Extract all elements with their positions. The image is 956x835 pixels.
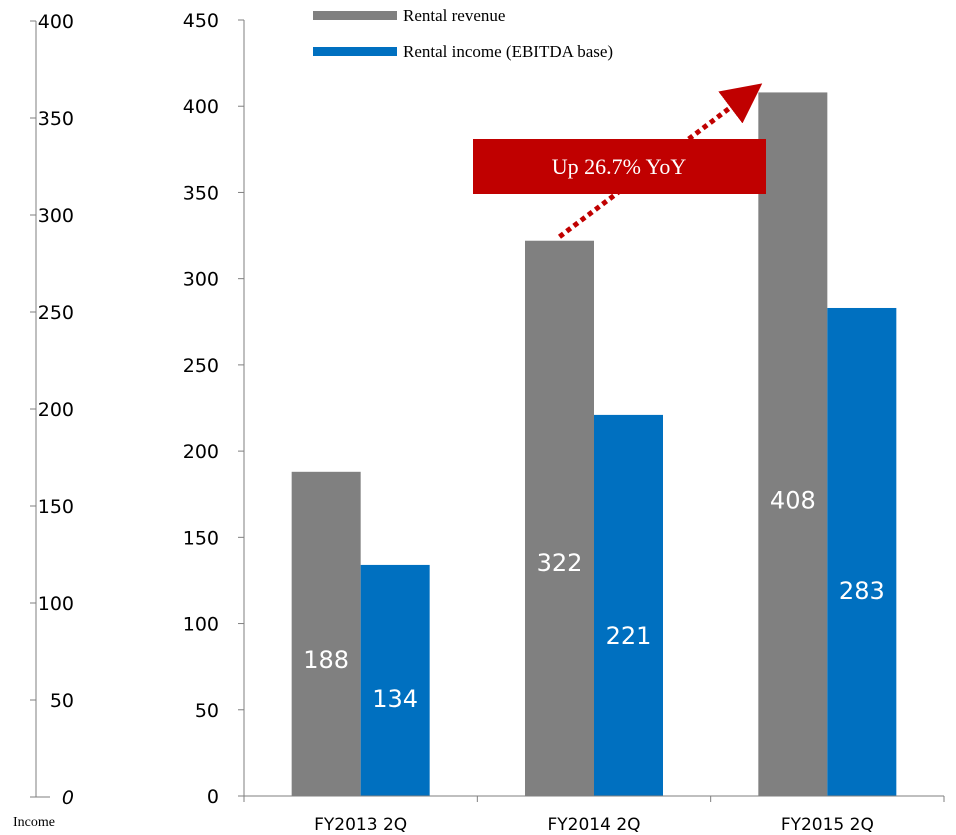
x-axis: FY2013 2Q FY2014 2Q FY2015 2Q <box>243 795 945 835</box>
bar <box>360 564 430 796</box>
primary-axis-tick-label: 350 <box>183 182 219 204</box>
bar-data-labels: 188 134 322 221 408 283 <box>303 486 884 712</box>
bar <box>594 414 663 796</box>
bar-data-label: 134 <box>372 685 418 713</box>
legend-swatch <box>313 11 397 20</box>
legend-swatch <box>313 47 397 56</box>
primary-axis-tick-label: 50 <box>195 700 219 722</box>
secondary-axis-tick-label: 50 <box>50 690 74 712</box>
legend: Rental revenue Rental income (EBITDA base… <box>313 6 613 61</box>
bar <box>525 240 594 796</box>
annotation-box <box>473 139 766 194</box>
primary-axis-tick-label: 300 <box>183 269 219 291</box>
primary-axis-tick-label: 400 <box>183 96 219 118</box>
primary-axis-tick-label: 200 <box>183 441 219 463</box>
bar-data-label: 188 <box>303 646 349 674</box>
secondary-axis-tick-label: 100 <box>38 593 74 615</box>
bar-series <box>291 92 897 797</box>
secondary-axis-tick-label: 350 <box>38 108 74 130</box>
bar <box>827 307 897 796</box>
x-axis-category-label: FY2013 2Q <box>314 815 407 835</box>
primary-axis-tick-label: 100 <box>183 614 219 636</box>
bar-data-label: 283 <box>839 577 885 605</box>
legend-entry: Rental revenue <box>403 6 505 25</box>
bar <box>758 92 828 797</box>
secondary-axis-label: Income <box>13 815 55 830</box>
secondary-axis-tick-label: 300 <box>38 205 74 227</box>
primary-axis-tick-label: 150 <box>183 527 219 549</box>
secondary-axis-tick-label: 250 <box>38 302 74 324</box>
x-axis-category-label: FY2014 2Q <box>547 815 640 835</box>
bar-data-label: 322 <box>537 549 583 577</box>
primary-y-axis: 0 50 100 150 200 250 300 350 400 450 <box>183 10 245 808</box>
bar <box>291 471 361 796</box>
primary-axis-tick-label: 0 <box>207 786 219 808</box>
secondary-axis-tick-label: 150 <box>38 496 74 518</box>
bar-data-label: 221 <box>606 622 652 650</box>
x-axis-category-label: FY2015 2Q <box>781 815 874 835</box>
primary-axis-tick-label: 250 <box>183 355 219 377</box>
bar-data-label: 408 <box>770 486 816 514</box>
secondary-y-axis: 0 50 100 150 200 250 300 350 400 <box>30 11 74 809</box>
secondary-axis-tick-label: 0 <box>62 787 74 809</box>
secondary-axis-tick-label: 400 <box>38 11 74 33</box>
yoy-annotation: Up 26.7% YoY <box>473 83 766 239</box>
secondary-axis-tick-label: 200 <box>38 399 74 421</box>
primary-axis-tick-label: 450 <box>183 10 219 32</box>
legend-entry: Rental income (EBITDA base) <box>403 42 613 61</box>
annotation-text: Up 26.7% YoY <box>552 154 687 179</box>
